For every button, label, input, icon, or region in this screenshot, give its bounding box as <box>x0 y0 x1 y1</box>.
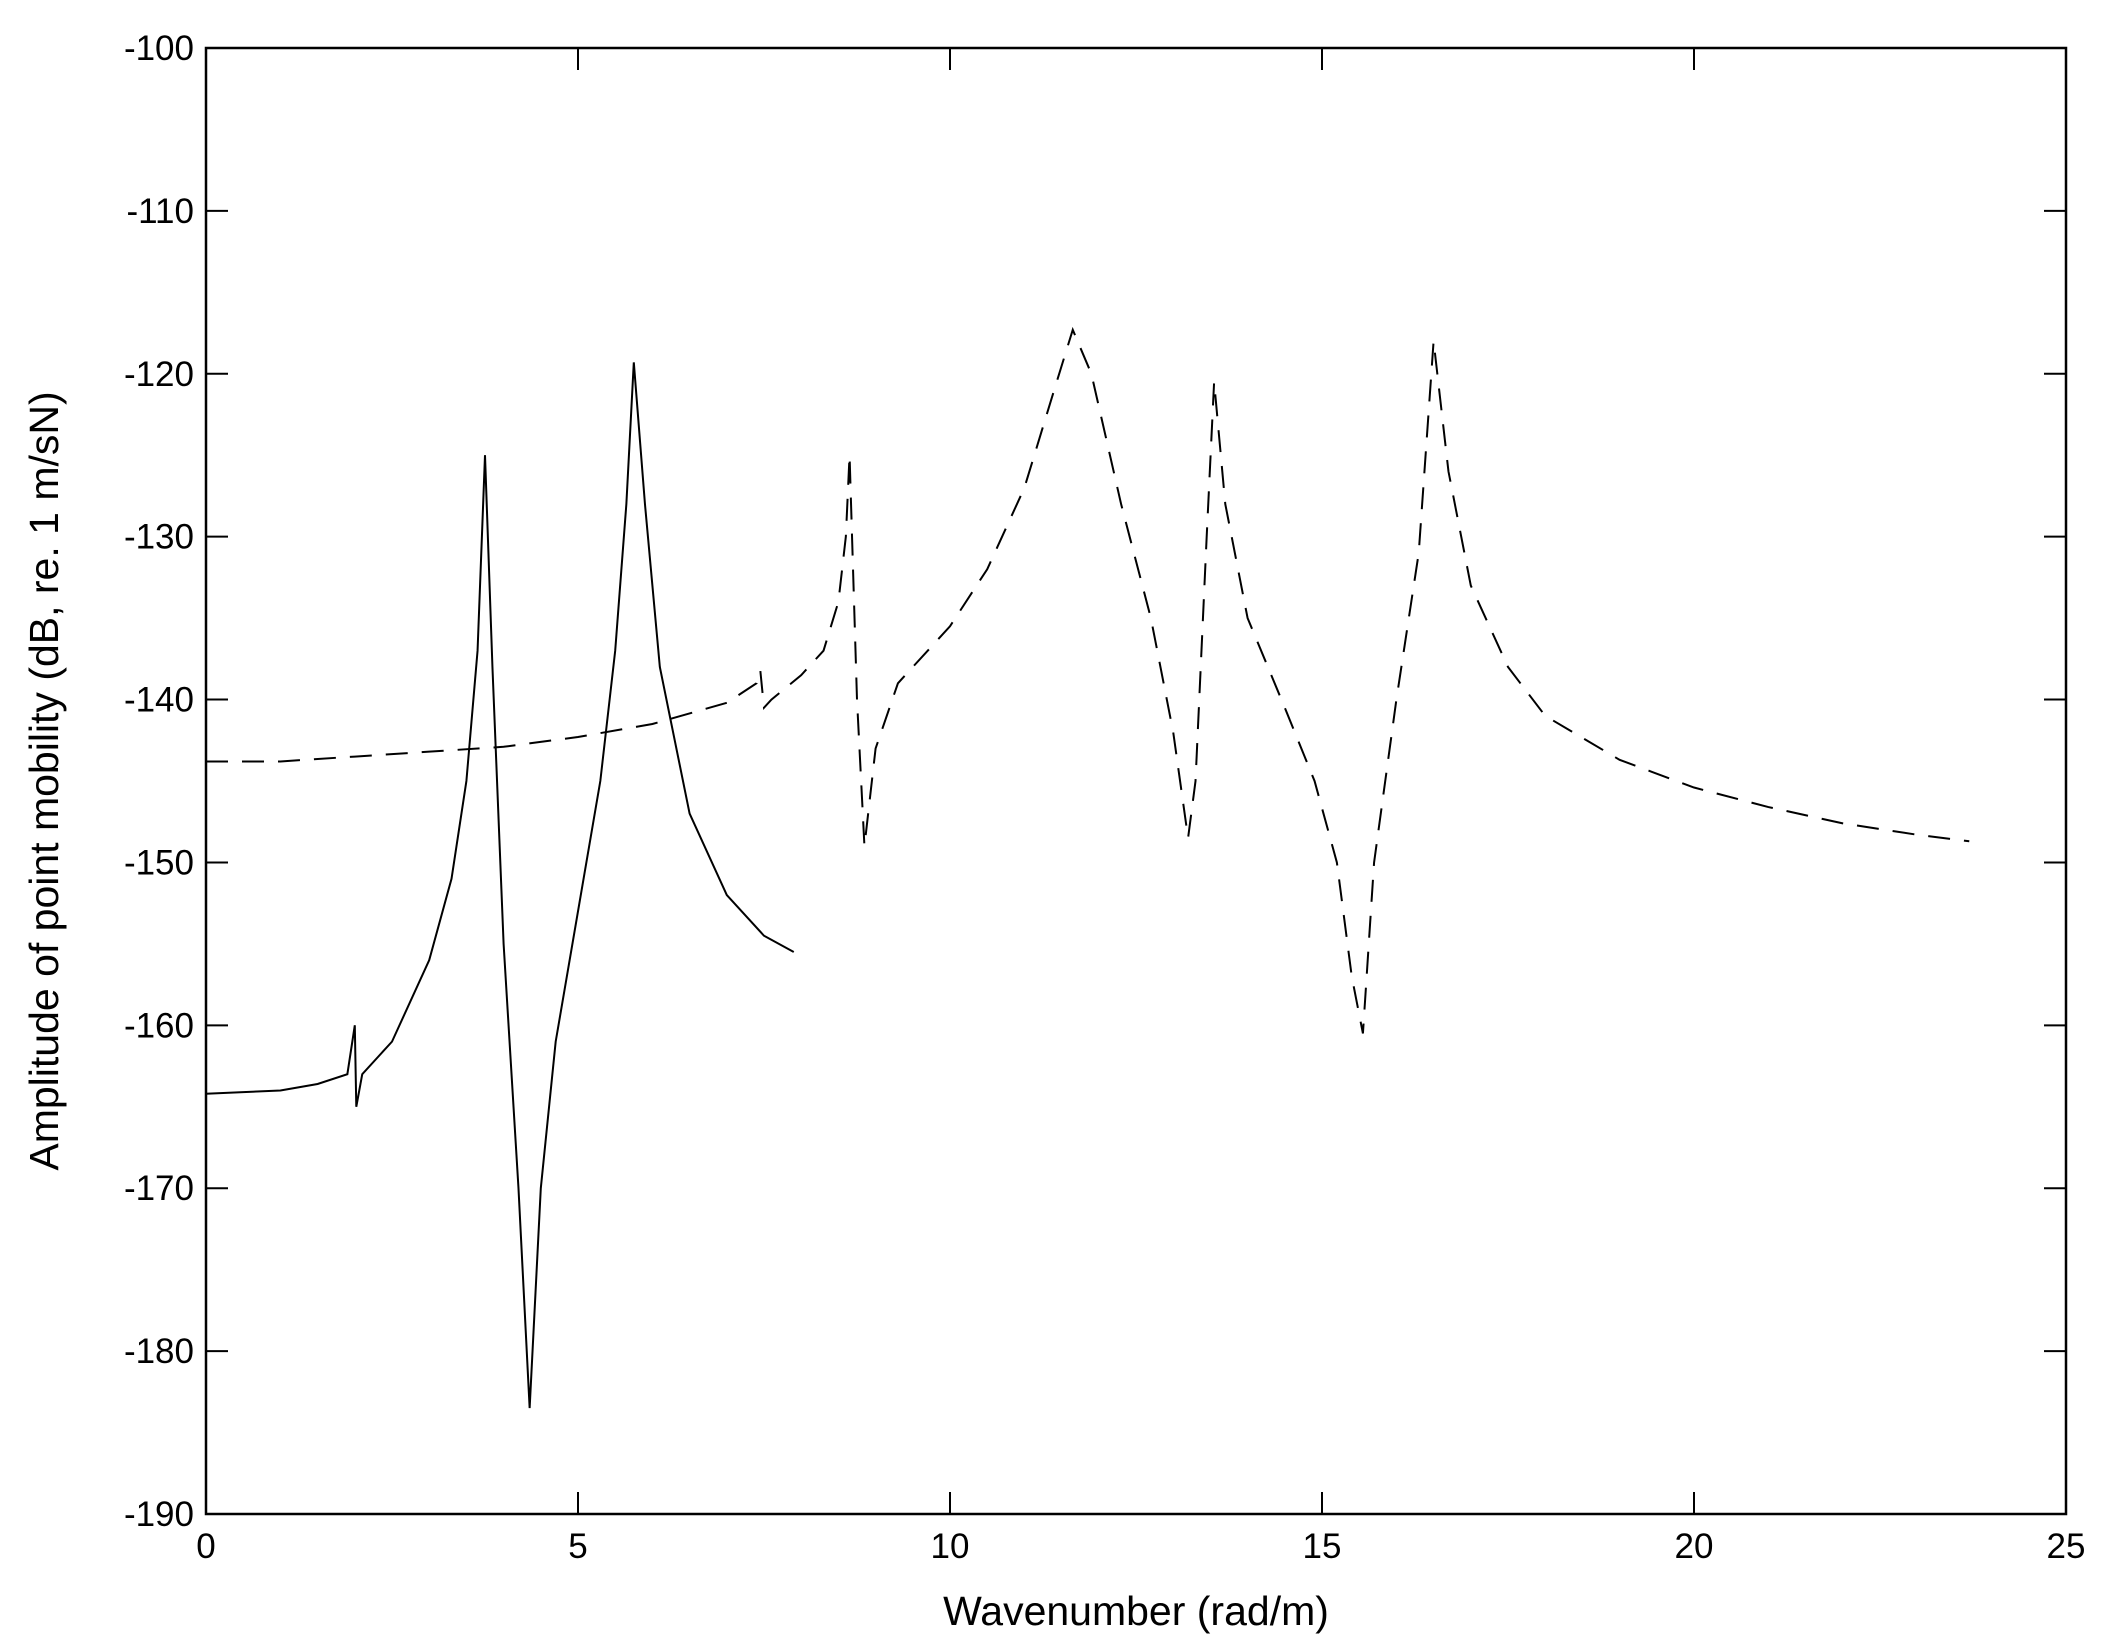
data-line <box>206 326 1970 1034</box>
x-tick-label: 20 <box>1675 1527 1714 1566</box>
y-tick-label: -160 <box>124 1006 194 1045</box>
x-tick-label: 10 <box>931 1527 970 1566</box>
y-tick-label: -110 <box>127 192 194 231</box>
x-tick-label: 15 <box>1303 1527 1342 1566</box>
x-axis-title: Wavenumber (rad/m) <box>943 1588 1329 1634</box>
y-tick-label: -100 <box>124 29 194 68</box>
y-axis-title: Amplitude of point mobility (dB, re. 1 m… <box>21 391 67 1170</box>
y-tick-label: -170 <box>124 1169 194 1208</box>
y-tick-label: -130 <box>124 518 194 557</box>
y-tick-label: -140 <box>124 681 194 720</box>
x-tick-label: 5 <box>568 1527 587 1566</box>
y-tick-label: -190 <box>124 1495 194 1534</box>
data-line <box>205 362 795 1409</box>
x-tick-label: 0 <box>196 1527 215 1566</box>
y-tick-label: -120 <box>124 355 194 394</box>
plot-frame <box>204 46 2068 1516</box>
y-tick-label: -150 <box>124 843 194 882</box>
x-tick-label: 25 <box>2047 1527 2086 1566</box>
y-tick-label: -180 <box>124 1332 194 1371</box>
